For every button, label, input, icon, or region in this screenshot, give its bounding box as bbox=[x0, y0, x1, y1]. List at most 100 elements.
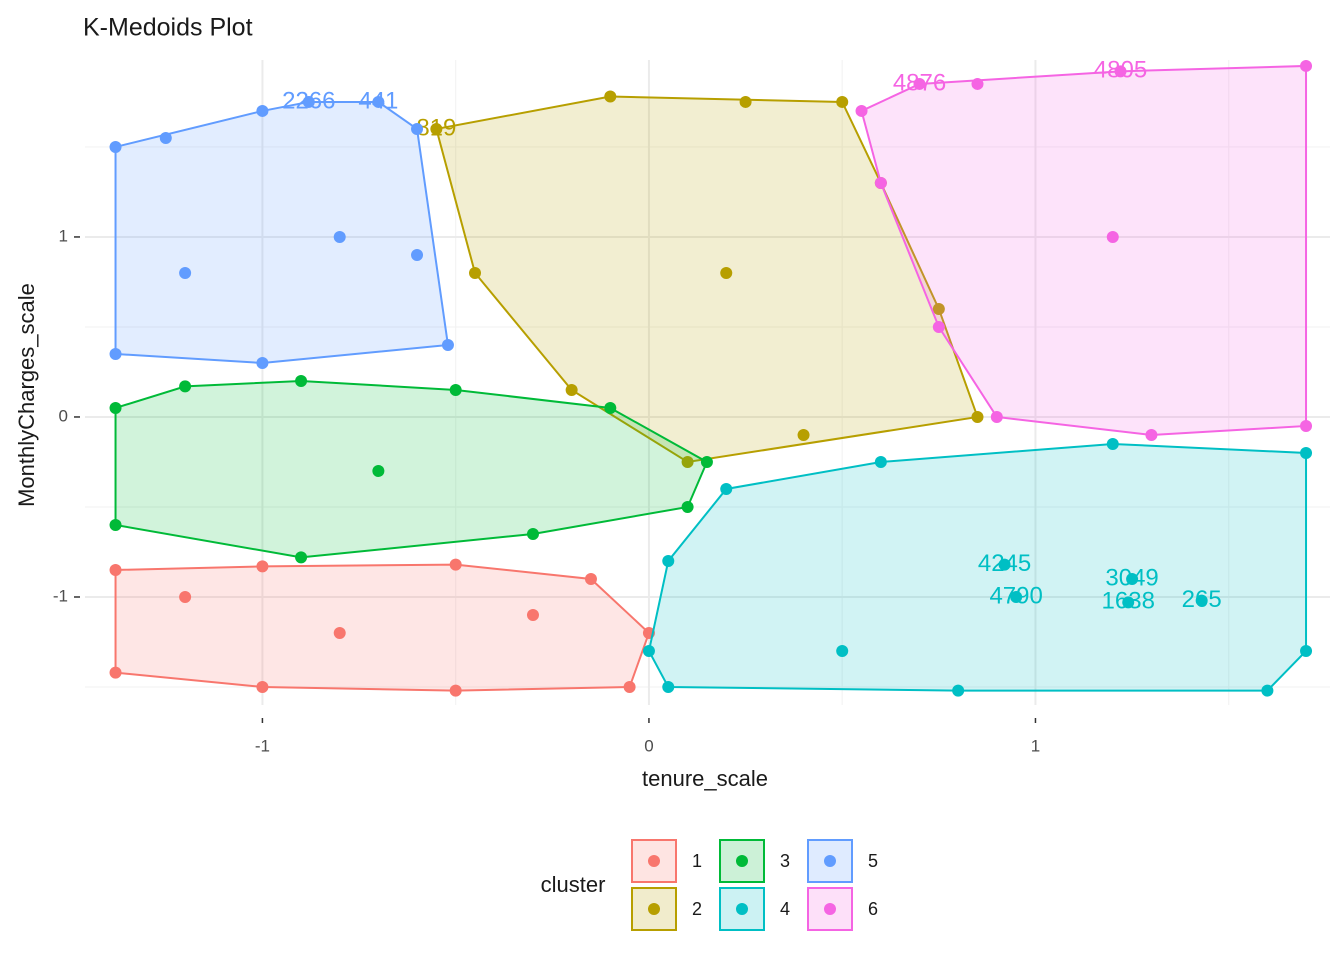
point bbox=[1195, 594, 1208, 607]
point bbox=[1145, 428, 1158, 441]
point bbox=[109, 563, 122, 576]
point-label: 819 bbox=[416, 114, 456, 141]
point bbox=[604, 90, 617, 103]
cluster: 4876 4805 bbox=[855, 57, 1313, 441]
point-label: 4245 bbox=[978, 550, 1031, 577]
point bbox=[109, 518, 122, 531]
point bbox=[256, 104, 269, 117]
point bbox=[1300, 446, 1313, 459]
legend-label: 2 bbox=[692, 899, 702, 919]
point bbox=[1261, 684, 1274, 697]
point bbox=[1126, 572, 1139, 585]
chart-title: K-Medoids Plot bbox=[83, 14, 253, 42]
point bbox=[642, 644, 655, 657]
legend-label: 6 bbox=[868, 899, 878, 919]
point bbox=[333, 230, 346, 243]
point bbox=[971, 77, 984, 90]
point bbox=[109, 666, 122, 679]
legend-key bbox=[719, 887, 765, 931]
point bbox=[952, 684, 965, 697]
point-label: 441 bbox=[358, 87, 398, 114]
point bbox=[874, 455, 887, 468]
legend-symbol bbox=[736, 855, 748, 867]
point bbox=[109, 140, 122, 153]
point bbox=[109, 347, 122, 360]
point bbox=[932, 302, 945, 315]
point bbox=[411, 122, 424, 135]
point bbox=[526, 608, 539, 621]
point-label: 4790 bbox=[989, 582, 1042, 609]
point bbox=[1010, 590, 1023, 603]
x-tick-label: -1 bbox=[255, 736, 270, 755]
legend-label: 1 bbox=[692, 851, 702, 871]
point bbox=[256, 560, 269, 573]
point-label: 4876 bbox=[893, 69, 946, 96]
legend-symbol bbox=[648, 903, 660, 915]
legend-label: 5 bbox=[868, 851, 878, 871]
point-label: 4805 bbox=[1094, 57, 1147, 84]
point bbox=[295, 374, 308, 387]
point bbox=[333, 626, 346, 639]
point bbox=[256, 680, 269, 693]
point bbox=[836, 95, 849, 108]
point bbox=[411, 248, 424, 261]
point bbox=[159, 131, 172, 144]
point bbox=[990, 410, 1003, 423]
point-label: 2266 bbox=[282, 87, 335, 114]
cluster-hull bbox=[860, 64, 1308, 436]
point bbox=[441, 338, 454, 351]
cluster-hull bbox=[114, 563, 651, 692]
point bbox=[1114, 65, 1127, 78]
y-tick-label: 0 bbox=[59, 406, 68, 425]
point bbox=[971, 410, 984, 423]
point bbox=[179, 380, 192, 393]
point bbox=[1106, 437, 1119, 450]
point-label: 1638 bbox=[1102, 588, 1155, 615]
point bbox=[372, 95, 385, 108]
point bbox=[623, 680, 636, 693]
cluster bbox=[109, 374, 713, 564]
point bbox=[1300, 644, 1313, 657]
point bbox=[855, 104, 868, 117]
point bbox=[179, 266, 192, 279]
cluster bbox=[109, 558, 655, 697]
y-tick-label: -1 bbox=[53, 586, 68, 605]
grid bbox=[85, 60, 1330, 705]
point bbox=[449, 684, 462, 697]
point bbox=[302, 95, 315, 108]
point bbox=[526, 527, 539, 540]
point bbox=[295, 551, 308, 564]
point bbox=[372, 464, 385, 477]
point bbox=[681, 500, 694, 513]
legend-symbol bbox=[648, 855, 660, 867]
point bbox=[179, 590, 192, 603]
point bbox=[797, 428, 810, 441]
point bbox=[449, 558, 462, 571]
point bbox=[584, 572, 597, 585]
y-tick-label: 1 bbox=[59, 226, 68, 245]
point bbox=[469, 266, 482, 279]
point bbox=[1122, 596, 1135, 609]
point bbox=[604, 401, 617, 414]
legend-symbol bbox=[824, 903, 836, 915]
point bbox=[681, 455, 694, 468]
point-label: 3049 bbox=[1105, 564, 1158, 591]
cluster: 819 bbox=[416, 90, 984, 468]
point bbox=[739, 95, 752, 108]
point bbox=[662, 680, 675, 693]
point bbox=[836, 644, 849, 657]
point bbox=[700, 455, 713, 468]
legend-symbol bbox=[736, 903, 748, 915]
point bbox=[662, 554, 675, 567]
point bbox=[1106, 230, 1119, 243]
x-tick-label: 1 bbox=[1031, 736, 1040, 755]
legend-label: 3 bbox=[780, 851, 790, 871]
point bbox=[565, 383, 578, 396]
y-axis-label: MonthlyCharges_scale bbox=[14, 283, 39, 507]
point bbox=[1300, 419, 1313, 432]
cluster: 2266 441 bbox=[109, 87, 454, 369]
point bbox=[874, 176, 887, 189]
